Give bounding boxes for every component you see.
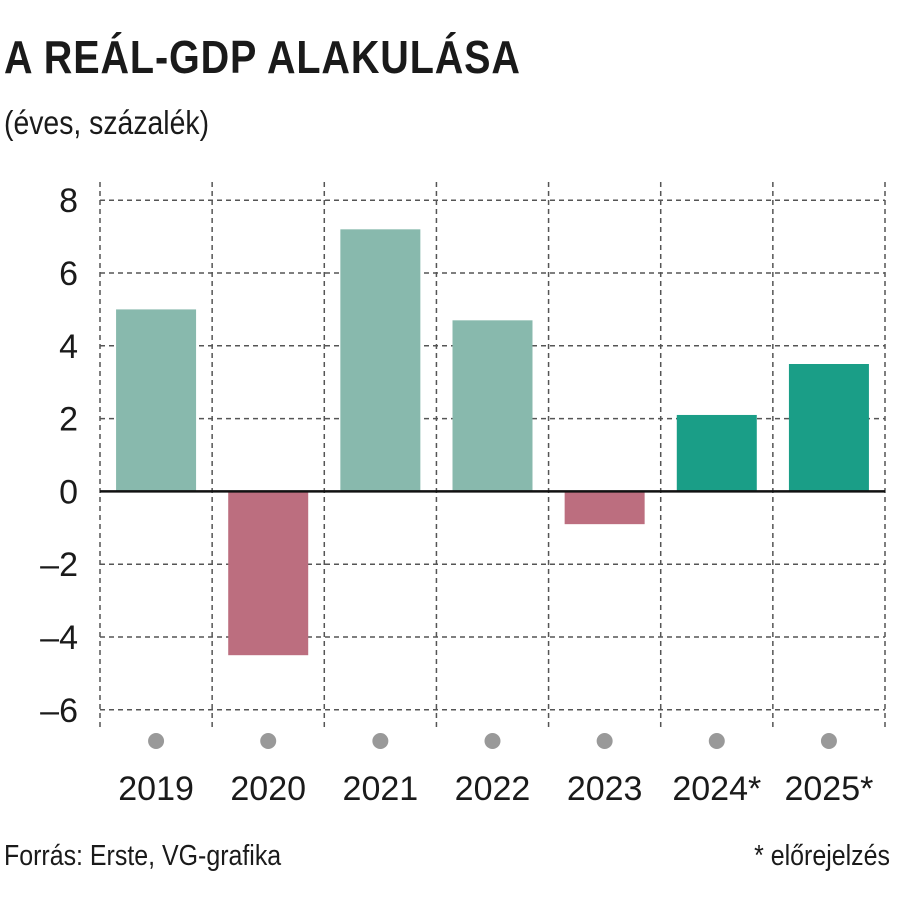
x-tick-label: 2021 [343,770,419,808]
y-tick-label: 0 [59,473,78,511]
y-tick-label: –4 [40,619,78,657]
chart-title: A REÁL-GDP ALAKULÁSA [4,31,521,83]
category-dot [484,733,501,749]
category-dot [708,733,725,749]
bar-2022 [452,320,533,492]
bars [116,229,869,656]
bar-2023 [564,491,645,525]
bar-2019 [116,309,197,492]
bar-2024 [676,414,757,492]
x-tick-label: 2019 [118,770,194,808]
bar-2021 [340,229,421,492]
y-tick-label: 4 [59,328,78,366]
x-tick-label: 2024* [672,770,761,808]
y-tick-label: 2 [59,401,78,439]
x-tick-label: 2020 [230,770,306,808]
bar-2025 [788,364,869,492]
y-tick-label: 6 [59,255,78,293]
y-tick-label: –6 [40,692,78,730]
y-tick-label: 8 [59,182,78,220]
labels: 8 6 4 2 0 –2 –4 –6 2019 2020 2021 2022 2023 2024* 2025… [40,182,873,808]
source-text: Forrás: Erste, VG-grafika [4,840,282,872]
x-tick-label: 2023 [567,770,643,808]
x-tick-label: 2022 [455,770,531,808]
category-dot [148,733,165,749]
y-tick-label: –2 [40,546,78,584]
category-dot [260,733,277,749]
x-tick-label: 2025* [784,770,873,808]
forecast-note: * előrejelzés [754,840,890,872]
bar-2020 [228,491,309,656]
category-dot [596,733,613,749]
chart-subtitle: (éves, százalék) [4,104,210,141]
category-dot [372,733,389,749]
category-dot [820,733,837,749]
